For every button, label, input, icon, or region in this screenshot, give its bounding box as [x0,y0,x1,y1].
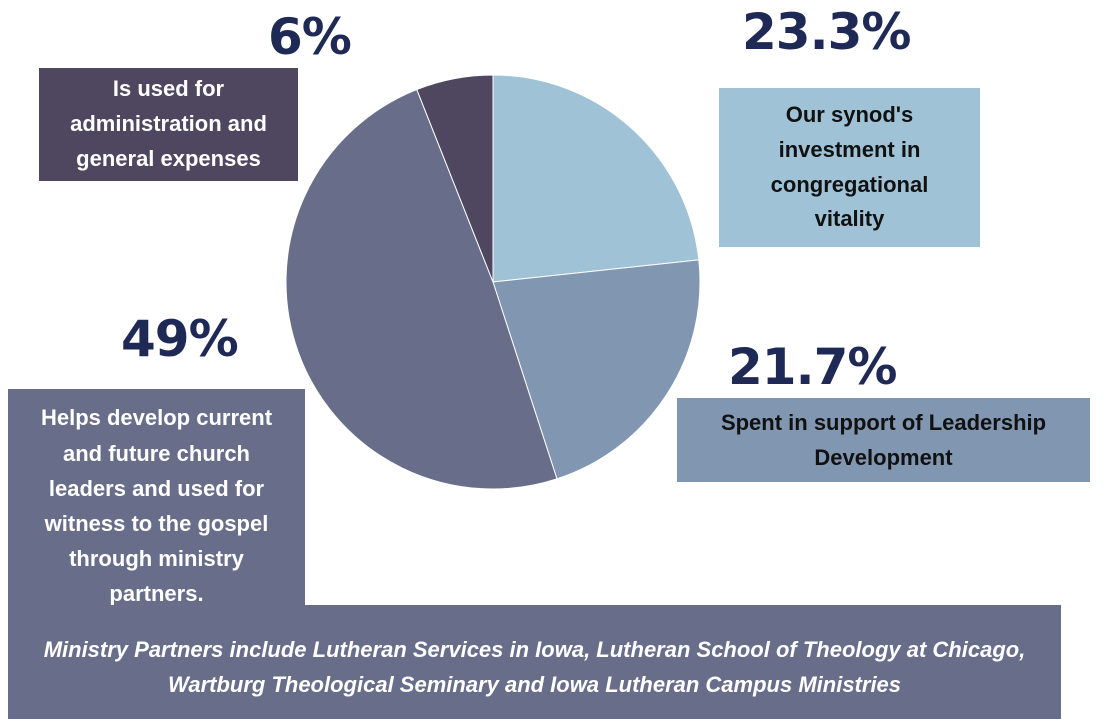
label-text-ministry-partners: Helps develop current and future church … [40,405,273,607]
footnote-box: Ministry Partners include Lutheran Servi… [8,605,1061,719]
label-text-administration: Is used for administration and general e… [70,76,267,171]
pie-slices [285,74,701,490]
value-label-congregational-vitality: 23.3% [742,3,911,61]
label-box-congregational-vitality: Our synod's investment in congregational… [719,88,980,247]
label-text-congregational-vitality: Our synod's investment in congregational… [770,102,929,232]
label-box-ministry-partners: Helps develop current and future church … [8,389,305,623]
slice-congregational-vitality [492,74,700,283]
slice-ministry-partners [285,88,558,490]
value-label-leadership-development: 21.7% [728,338,897,396]
label-box-leadership-development: Spent in support of Leadership Developme… [677,398,1090,482]
slice-administration [416,74,494,283]
value-label-administration: 6% [268,8,352,66]
label-text-leadership-development: Spent in support of Leadership Developme… [720,409,1047,470]
value-label-ministry-partners: 49% [121,310,239,368]
slice-leadership-development [492,259,701,480]
footnote-text: Ministry Partners include Lutheran Servi… [43,636,1026,697]
label-box-administration: Is used for administration and general e… [39,68,298,181]
